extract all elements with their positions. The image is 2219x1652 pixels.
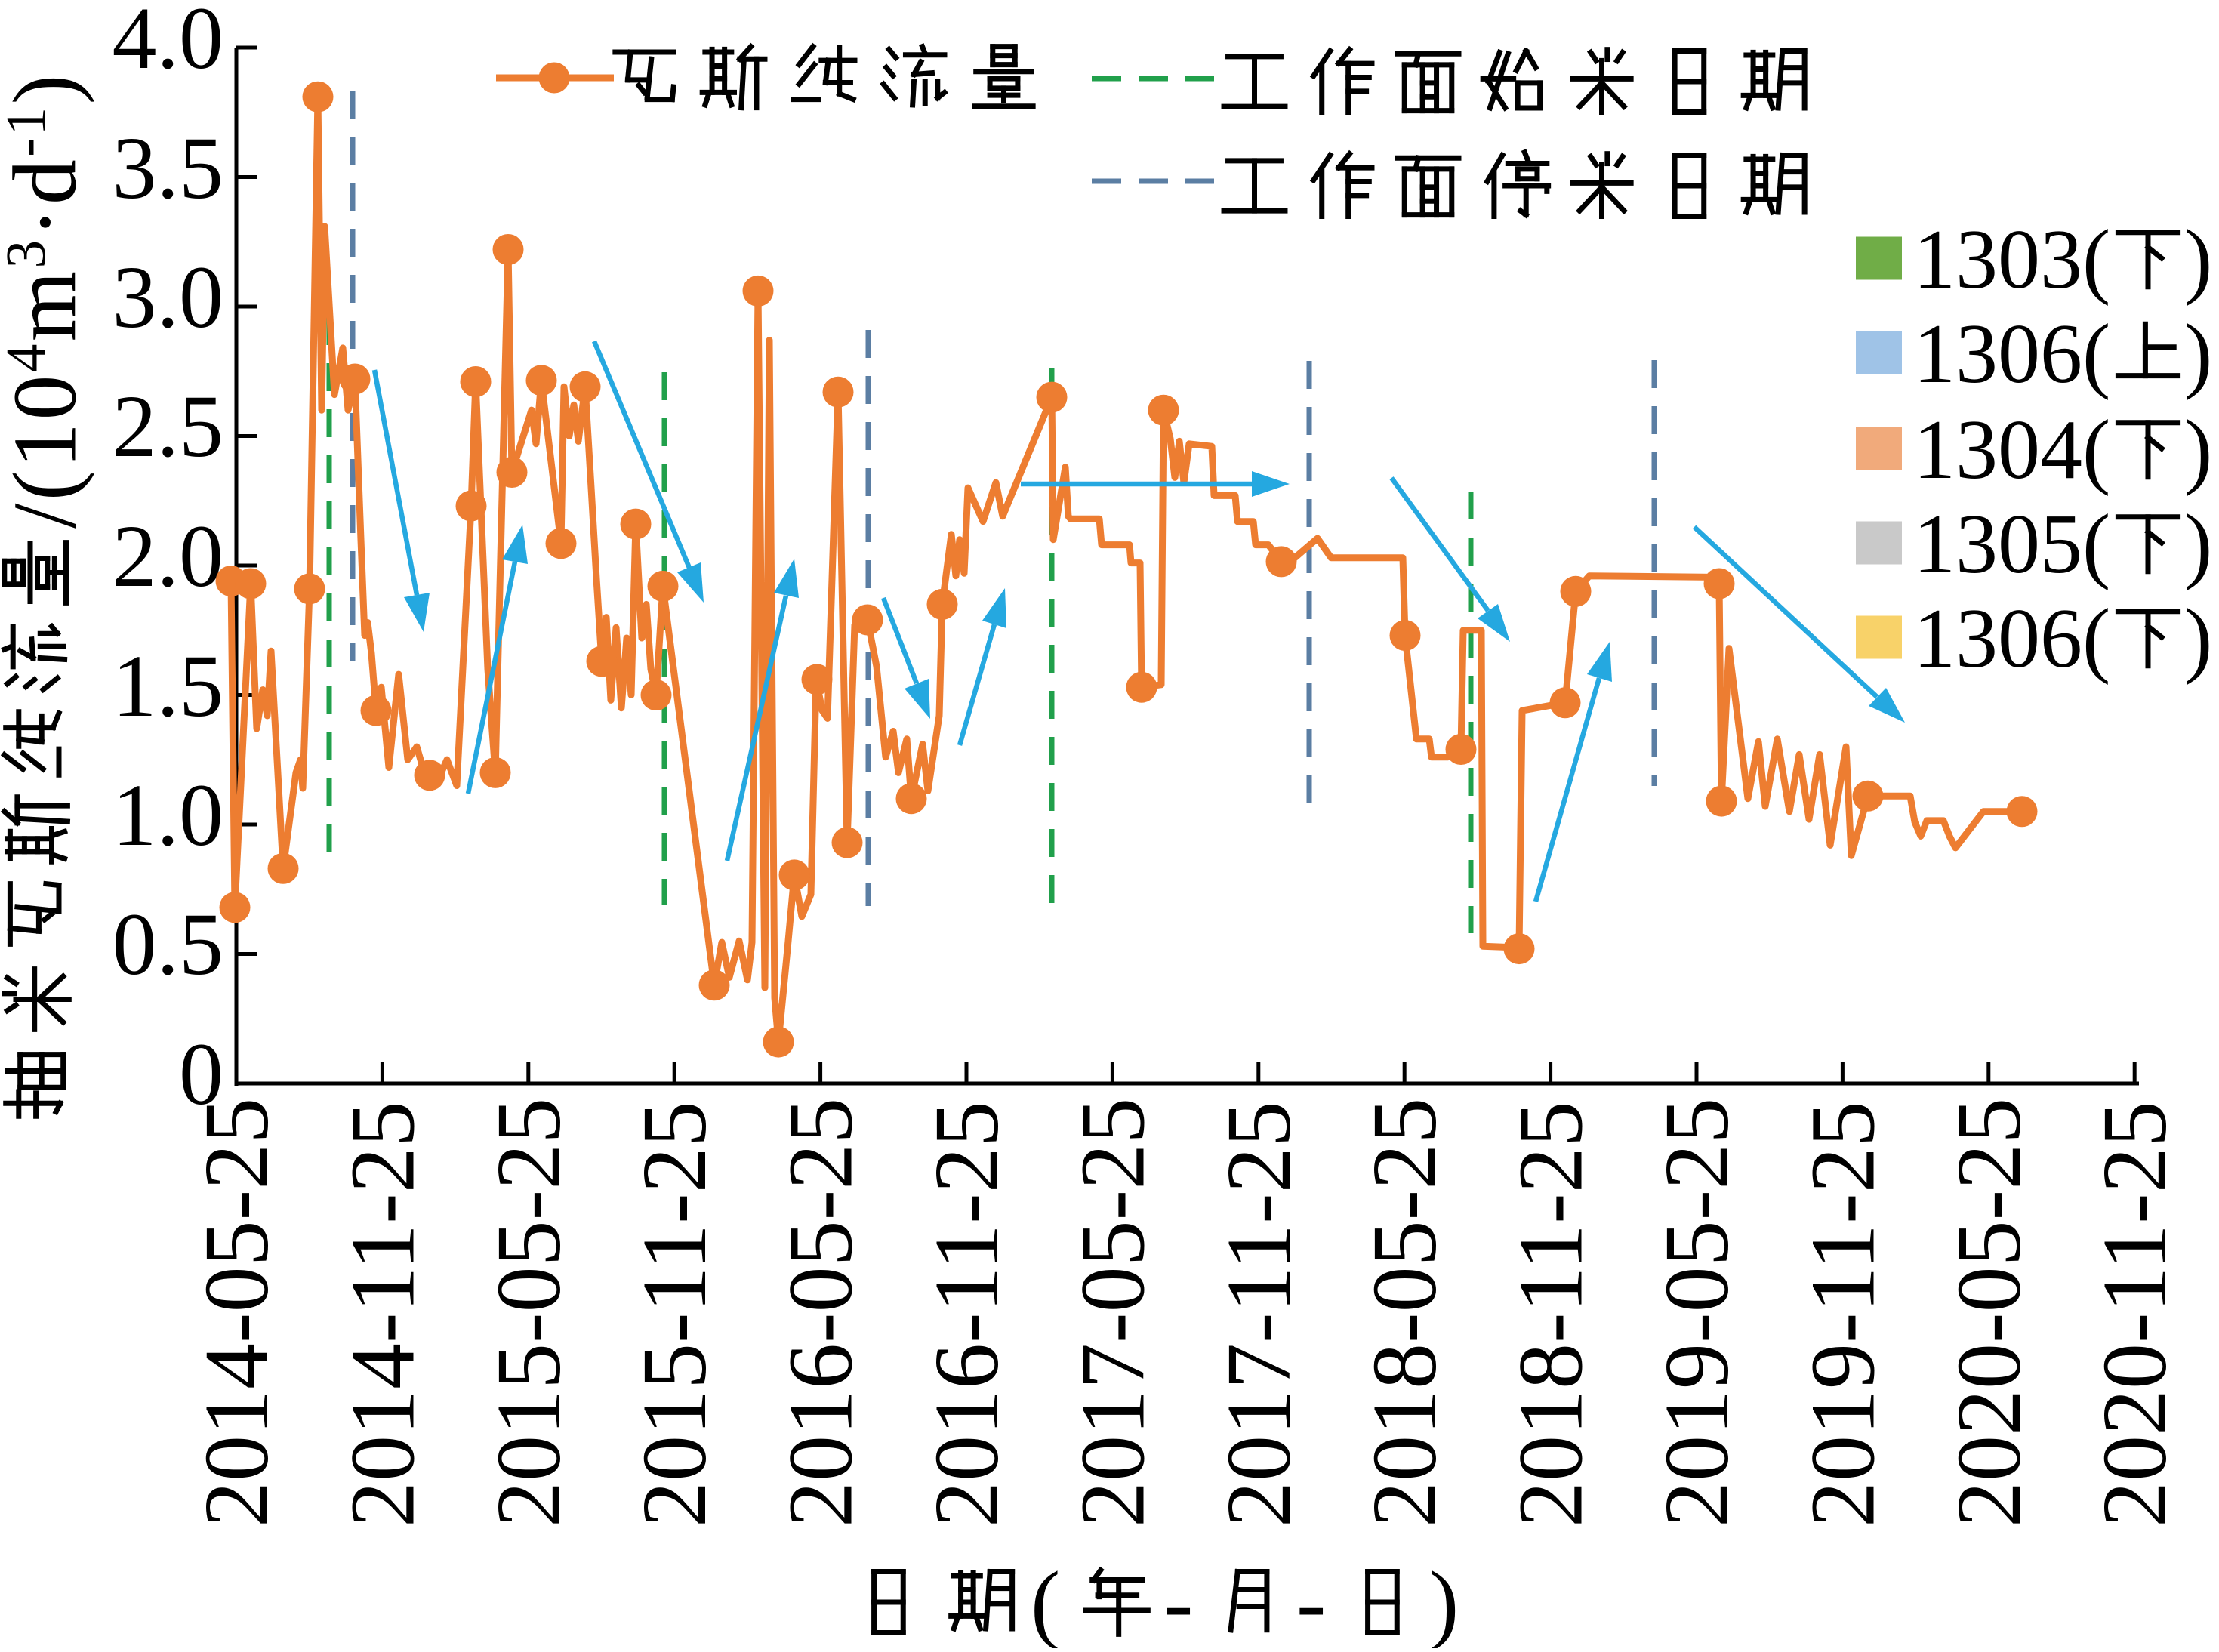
svg-text:0: 0 [179, 1025, 223, 1123]
svg-text:2016-05-25: 2016-05-25 [770, 1098, 872, 1527]
svg-text:2018-05-25: 2018-05-25 [1354, 1098, 1456, 1527]
svg-text:1306(: 1306( [1913, 592, 2110, 686]
svg-text:3.0: 3.0 [112, 248, 224, 347]
svg-text:2019-11-25: 2019-11-25 [1792, 1101, 1894, 1527]
svg-text:-: - [1163, 1553, 1193, 1648]
svg-text:2.5: 2.5 [112, 377, 224, 476]
svg-text:2019-05-25: 2019-05-25 [1646, 1098, 1748, 1527]
svg-text:): ) [2184, 592, 2212, 686]
svg-text:1304(: 1304( [1913, 403, 2110, 497]
svg-text:2016-11-25: 2016-11-25 [916, 1101, 1018, 1527]
svg-text:1303(: 1303( [1913, 213, 2110, 307]
svg-text:2015-11-25: 2015-11-25 [624, 1101, 726, 1527]
svg-text:2017-05-25: 2017-05-25 [1062, 1098, 1163, 1527]
svg-text:): ) [2184, 403, 2212, 497]
svg-text:): ) [1429, 1553, 1459, 1648]
svg-text:2017-11-25: 2017-11-25 [1208, 1101, 1310, 1527]
svg-text:): ) [2184, 498, 2212, 591]
svg-text:1305(: 1305( [1913, 498, 2110, 591]
svg-text:-: - [1296, 1553, 1326, 1648]
svg-text:2015-05-25: 2015-05-25 [478, 1098, 580, 1527]
svg-text:3.5: 3.5 [112, 119, 224, 217]
svg-text:2014-05-25: 2014-05-25 [186, 1098, 288, 1527]
svg-text:1.0: 1.0 [112, 766, 224, 865]
svg-text:/(104m3·d-1): /(104m3·d-1) [0, 72, 95, 529]
svg-text:0.5: 0.5 [112, 895, 224, 994]
svg-text:(: ( [1031, 1553, 1060, 1648]
svg-text:): ) [2184, 213, 2212, 307]
svg-text:2020-05-25: 2020-05-25 [1938, 1098, 2040, 1527]
svg-text:2014-11-25: 2014-11-25 [331, 1101, 433, 1527]
svg-text:1306(: 1306( [1913, 307, 2110, 401]
svg-text:2018-11-25: 2018-11-25 [1500, 1101, 1602, 1527]
svg-text:2.0: 2.0 [112, 507, 224, 606]
svg-text:): ) [2184, 307, 2212, 401]
svg-text:1.5: 1.5 [112, 636, 224, 735]
svg-text:4.0: 4.0 [112, 0, 224, 88]
svg-text:2020-11-25: 2020-11-25 [2084, 1101, 2186, 1527]
